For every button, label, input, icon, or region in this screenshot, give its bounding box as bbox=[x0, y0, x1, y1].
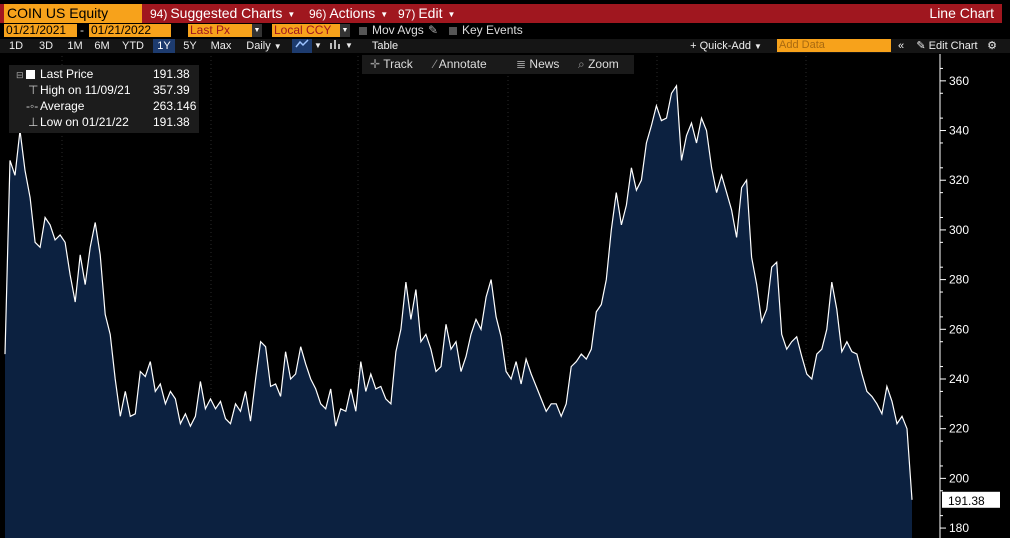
chart-tools-bar bbox=[362, 55, 634, 74]
range-button-ytd[interactable]: YTD bbox=[122, 40, 144, 52]
y-tick-label: 260 bbox=[949, 322, 969, 336]
range-toolbar bbox=[0, 39, 1010, 53]
chevron-down-icon: ▼ bbox=[754, 42, 762, 51]
chevron-down-icon: ▼ bbox=[447, 10, 456, 19]
suggested-charts-menu[interactable]: 94) Suggested Charts ▼ bbox=[150, 4, 295, 23]
table-button[interactable]: Table bbox=[371, 40, 399, 52]
high-marker-icon: ⊤ bbox=[28, 83, 39, 97]
zoom-tool[interactable]: ⌕ Zoom bbox=[578, 55, 619, 74]
last-value-box bbox=[942, 491, 1000, 508]
last-value-label: 191.38 bbox=[948, 494, 985, 508]
menu-number: 94) bbox=[150, 7, 168, 21]
news-icon: ≣ bbox=[516, 57, 527, 71]
add-data-input[interactable]: Add Data bbox=[777, 39, 891, 52]
pen-icon: ∕ bbox=[434, 57, 437, 71]
legend-label-high: High on 11/09/21 bbox=[40, 83, 131, 97]
range-button-5y[interactable]: 5Y bbox=[183, 40, 197, 52]
menu-label: Suggested Charts bbox=[170, 5, 283, 21]
range-button-3d[interactable]: 3D bbox=[38, 40, 54, 52]
crosshair-icon: ✛ bbox=[370, 57, 381, 71]
y-axis: 180 200 220 240 260 280 300 320 340 360 191.38 bbox=[939, 54, 1000, 538]
edit-chart-button[interactable]: ✎ Edit Chart bbox=[912, 39, 982, 53]
collapse-icon[interactable]: ⊟ bbox=[16, 70, 24, 80]
y-tick-label: 280 bbox=[949, 273, 969, 287]
pencil-icon[interactable]: ✎ bbox=[428, 23, 439, 37]
range-button-6m[interactable]: 6M bbox=[94, 40, 110, 52]
legend-label-low: Low on 01/21/22 bbox=[40, 115, 129, 129]
annotate-tool[interactable]: ∕ Annotate bbox=[434, 55, 487, 74]
pencil-icon: ✎ bbox=[916, 40, 926, 52]
edit-menu[interactable]: 97) Edit ▼ bbox=[398, 4, 455, 23]
y-tick-label: 300 bbox=[949, 223, 969, 237]
y-tick-label: 320 bbox=[949, 173, 969, 187]
y-tick-label: 180 bbox=[949, 521, 969, 535]
line-chart-icon[interactable] bbox=[292, 39, 312, 53]
chevron-down-icon[interactable]: ▼ bbox=[345, 41, 353, 50]
legend-value-high: 357.39 bbox=[153, 83, 190, 97]
legend-panel bbox=[9, 65, 199, 133]
chevron-down-icon[interactable]: ▼ bbox=[340, 24, 350, 37]
mov-avgs-checkbox[interactable] bbox=[359, 27, 367, 35]
line-chart-glyph bbox=[295, 39, 309, 48]
chevron-down-icon[interactable]: ▼ bbox=[314, 41, 322, 50]
quick-add-button[interactable]: + Quick-Add ▼ bbox=[686, 39, 766, 53]
legend-label-average: Average bbox=[40, 99, 85, 113]
chevron-down-icon[interactable]: ▼ bbox=[252, 24, 262, 37]
zoom-label: Zoom bbox=[588, 57, 619, 71]
y-tick-label: 200 bbox=[949, 471, 969, 485]
chevron-down-icon: ▼ bbox=[380, 10, 389, 19]
zoom-icon: ⌕ bbox=[578, 57, 585, 71]
currency-select[interactable]: Local CCY bbox=[272, 24, 340, 37]
legend-value-average: 263.146 bbox=[153, 99, 197, 113]
key-events-label: Key Events bbox=[462, 23, 523, 37]
collapse-icon[interactable]: « bbox=[897, 40, 905, 52]
range-button-1d[interactable]: 1D bbox=[8, 40, 24, 52]
track-tool[interactable]: ✛ Track bbox=[370, 55, 413, 74]
y-tick-label: 360 bbox=[949, 74, 969, 88]
menu-number: 97) bbox=[398, 7, 416, 21]
range-button-1y[interactable]: 1Y bbox=[153, 39, 175, 53]
range-button-max[interactable]: Max bbox=[210, 40, 232, 52]
y-tick-label: 240 bbox=[949, 372, 969, 386]
chevron-down-icon: ▼ bbox=[287, 10, 296, 19]
frequency-select[interactable]: Daily ▼ bbox=[241, 39, 287, 53]
mov-avgs-label: Mov Avgs bbox=[372, 23, 424, 37]
bar-chart-glyph bbox=[330, 40, 340, 49]
menu-number: 96) bbox=[309, 7, 327, 21]
news-label: News bbox=[529, 57, 560, 71]
legend-value-low: 191.38 bbox=[153, 115, 190, 129]
security-field[interactable]: COIN US Equity bbox=[4, 4, 142, 23]
menu-label: Edit bbox=[418, 5, 443, 21]
price-area bbox=[5, 85, 912, 538]
gear-icon[interactable]: ⚙ bbox=[987, 40, 997, 52]
track-label: Track bbox=[383, 57, 413, 71]
chevron-down-icon: ▼ bbox=[273, 42, 282, 51]
chart-type-label: Line Chart bbox=[929, 5, 994, 21]
key-events-checkbox[interactable] bbox=[449, 27, 457, 35]
frequency-label: Daily bbox=[246, 40, 271, 52]
function-bar bbox=[0, 4, 1002, 23]
average-marker-icon: -◦- bbox=[26, 99, 39, 113]
annotate-label: Annotate bbox=[438, 57, 487, 71]
date-separator: - bbox=[80, 23, 84, 37]
y-tick-label: 220 bbox=[949, 422, 969, 436]
legend-label-last: Last Price bbox=[40, 67, 94, 81]
start-date-field[interactable]: 01/21/2021 bbox=[4, 24, 77, 37]
actions-menu[interactable]: 96) Actions ▼ bbox=[309, 4, 388, 23]
legend-value-last: 191.38 bbox=[153, 67, 190, 81]
series-swatch bbox=[26, 70, 35, 79]
low-marker-icon: ⊥ bbox=[28, 115, 39, 129]
menu-label: Actions bbox=[329, 5, 376, 21]
plus-icon: + bbox=[690, 40, 697, 52]
end-date-field[interactable]: 01/21/2022 bbox=[89, 24, 171, 37]
price-field-select[interactable]: Last Px bbox=[188, 24, 252, 37]
bar-chart-icon[interactable] bbox=[327, 39, 343, 53]
price-line bbox=[4, 83, 913, 500]
range-button-1m[interactable]: 1M bbox=[67, 40, 83, 52]
news-tool[interactable]: ≣ News bbox=[516, 55, 559, 74]
quick-add-label: Quick-Add bbox=[699, 40, 751, 52]
y-tick-label: 340 bbox=[949, 124, 969, 138]
edit-chart-label: Edit Chart bbox=[928, 40, 978, 52]
